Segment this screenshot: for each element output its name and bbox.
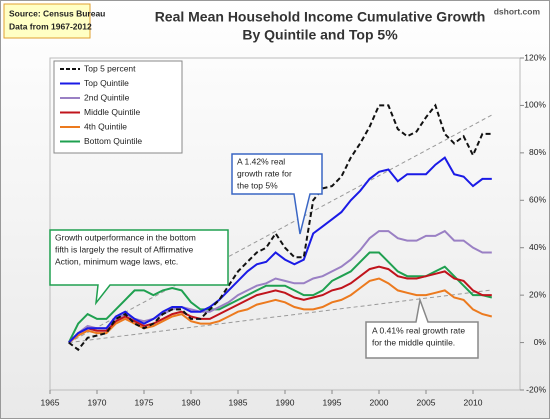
chart-title: Real Mean Household Income Cumulative Gr… <box>155 9 486 25</box>
source-text: Data from 1967-2012 <box>9 21 92 31</box>
watermark: dshort.com <box>494 6 541 16</box>
series-line <box>68 103 492 352</box>
x-tick-label: 1995 <box>323 397 342 407</box>
legend-label: 4th Quintile <box>84 121 127 131</box>
series-line <box>68 265 492 344</box>
legend-label: Middle Quintile <box>84 107 140 117</box>
annotation: Action, minimum wage laws, etc. <box>55 256 178 266</box>
annotation: A 1.42% real <box>237 156 285 166</box>
series-line <box>68 229 492 344</box>
x-tick-label: 1990 <box>276 397 295 407</box>
y-tick-label: -20% <box>526 384 546 394</box>
legend-label: Top 5 percent <box>84 63 136 73</box>
legend-label: Bottom Quintile <box>84 136 142 146</box>
y-tick-label: 120% <box>524 52 546 62</box>
legend-label: Top Quintile <box>84 78 129 88</box>
legend <box>53 60 183 154</box>
annotation: fifth is largely the result of Affirmati… <box>55 244 194 254</box>
legend-label: 2nd Quintile <box>84 92 130 102</box>
series-line <box>68 156 492 344</box>
annotation: growth rate for <box>237 168 292 178</box>
source-box <box>3 3 91 39</box>
annotation: the top 5% <box>237 180 278 190</box>
annotation: A 0.41% real growth rate <box>372 325 465 335</box>
x-tick-label: 2005 <box>417 397 436 407</box>
source-text: Source: Census Bureau <box>9 8 105 18</box>
y-tick-label: 80% <box>529 147 546 157</box>
chart-title: By Quintile and Top 5% <box>242 27 398 43</box>
trend-line <box>68 289 492 344</box>
y-tick-label: 100% <box>524 100 546 110</box>
x-tick-label: 1965 <box>41 397 60 407</box>
series-line <box>67 251 493 344</box>
annotation: Growth outperformance in the bottom <box>55 232 196 242</box>
trend-line <box>68 114 493 344</box>
x-tick-label: 1985 <box>229 397 248 407</box>
annotation: for the middle quintile. <box>372 337 455 347</box>
callout <box>231 153 323 235</box>
plot <box>67 103 493 352</box>
y-tick-label: 0% <box>534 337 547 347</box>
callout <box>365 297 479 359</box>
x-tick-label: 1980 <box>182 397 201 407</box>
y-tick-label: 40% <box>529 242 546 252</box>
y-tick-label: 20% <box>529 289 546 299</box>
x-tick-label: 1975 <box>135 397 154 407</box>
y-tick-label: 60% <box>529 195 546 205</box>
x-tick-label: 1970 <box>88 397 107 407</box>
x-tick-label: 2000 <box>370 397 389 407</box>
callout <box>49 229 229 306</box>
x-tick-label: 2010 <box>464 397 483 407</box>
